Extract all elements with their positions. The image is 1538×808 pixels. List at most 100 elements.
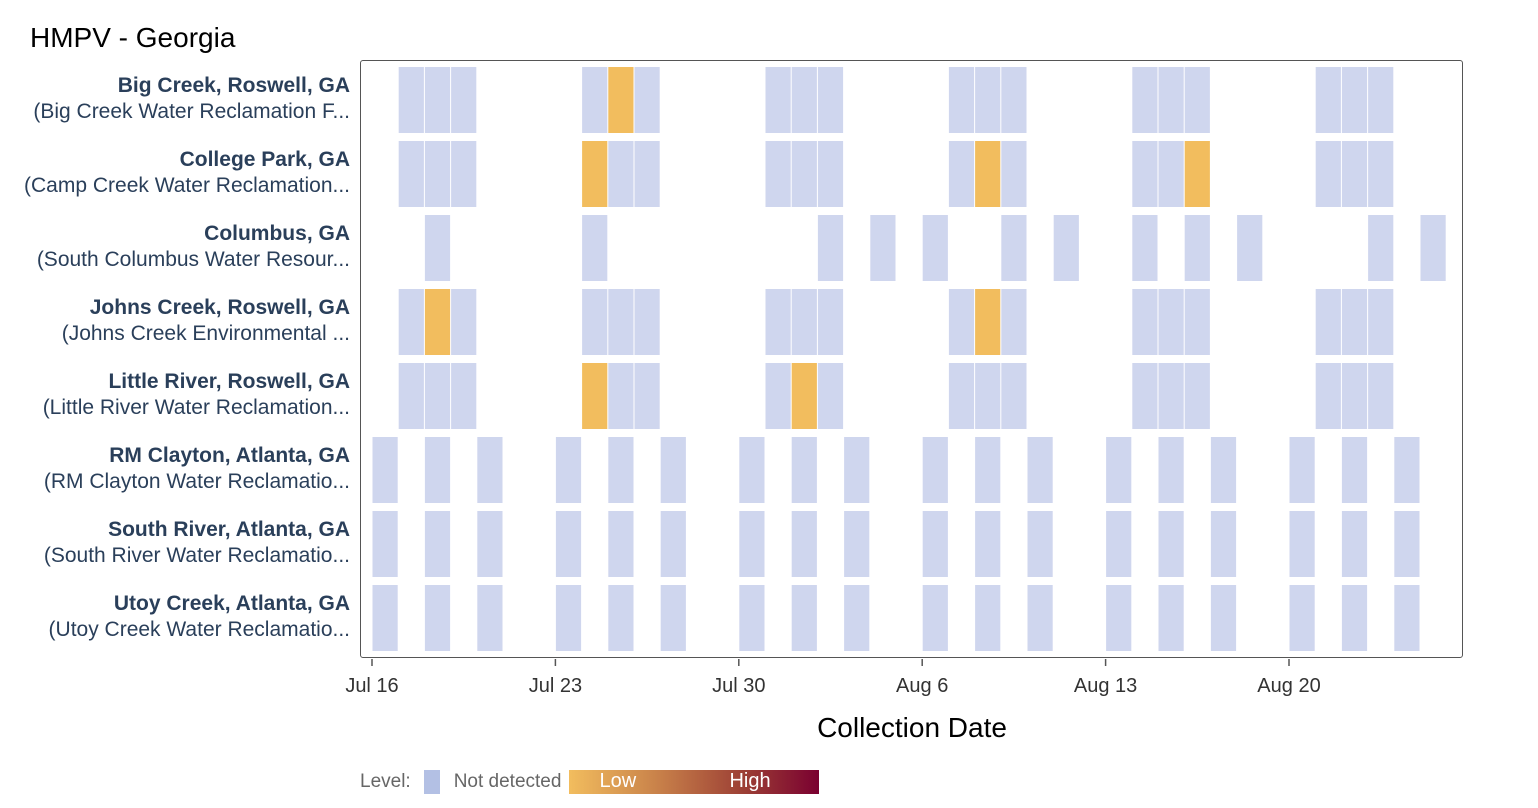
heatmap-cell — [791, 437, 817, 503]
heatmap-cell — [975, 141, 1001, 207]
heatmap-cell — [817, 141, 844, 207]
heatmap-cell — [1106, 511, 1132, 577]
heatmap-cell — [451, 67, 477, 133]
heatmap-cell — [634, 289, 660, 355]
heatmap-cell — [608, 585, 634, 651]
heatmap-cell — [1394, 585, 1420, 651]
chart-title: HMPV - Georgia — [30, 22, 236, 53]
heatmap-cell — [582, 215, 608, 281]
heatmap-cell — [1394, 437, 1420, 503]
site-name: South River, Atlanta, GA — [108, 518, 350, 541]
heatmap-cell — [608, 437, 634, 503]
heatmap-cell — [1132, 141, 1158, 207]
heatmap-cell — [844, 511, 870, 577]
x-tick-label: Jul 30 — [712, 675, 766, 697]
heatmap-cell — [1001, 289, 1027, 355]
facility-name: (Little River Water Reclamation... — [42, 396, 350, 419]
heatmap-cell — [1315, 67, 1341, 133]
heatmap-cell — [948, 67, 975, 133]
heatmap-cell — [1184, 141, 1210, 207]
facility-name: (Big Creek Water Reclamation F... — [33, 100, 350, 123]
heatmap-cell — [817, 289, 844, 355]
x-tick-label: Aug 6 — [896, 675, 949, 697]
heatmap-cell — [1001, 141, 1027, 207]
heatmap-cell — [1420, 215, 1446, 281]
heatmap-cell — [1210, 437, 1237, 503]
heatmap-cell — [608, 141, 634, 207]
heatmap-cell — [608, 289, 634, 355]
heatmap-cell — [1184, 67, 1210, 133]
heatmap-cell — [451, 289, 477, 355]
legend-not-detected-label: Not detected — [453, 771, 562, 792]
heatmap-cell — [424, 511, 451, 577]
heatmap-cell — [1368, 289, 1394, 355]
heatmap-cell — [424, 141, 451, 207]
site-name: Big Creek, Roswell, GA — [117, 74, 350, 97]
heatmap-cell — [1341, 585, 1368, 651]
heatmap-cell — [975, 289, 1001, 355]
facility-name: (Camp Creek Water Reclamation... — [24, 174, 350, 197]
site-name: College Park, GA — [179, 148, 350, 171]
heatmap-cell — [765, 67, 791, 133]
heatmap-cell — [1132, 363, 1158, 429]
heatmap-cell — [582, 289, 608, 355]
legend-not-detected-swatch — [423, 770, 440, 794]
heatmap-cell — [1341, 363, 1368, 429]
heatmap-cell — [844, 437, 870, 503]
heatmap-cell — [555, 585, 582, 651]
heatmap-cell — [1315, 363, 1341, 429]
heatmap-cell — [477, 585, 503, 651]
row-label: College Park, GA (Camp Creek Water Reclam… — [24, 147, 350, 199]
heatmap-cell — [1001, 363, 1027, 429]
x-tick-label: Aug 20 — [1257, 675, 1321, 697]
facility-name: (South Columbus Water Resour... — [36, 248, 350, 271]
heatmap-cell — [1158, 67, 1184, 133]
legend-color-scale: Low High — [569, 770, 820, 794]
heatmap-cell — [1289, 585, 1315, 651]
heatmap-cell — [1158, 289, 1184, 355]
heatmap-cell — [1053, 215, 1079, 281]
heatmap-cell — [1289, 437, 1315, 503]
heatmap-cell — [791, 67, 817, 133]
heatmap-cell — [634, 141, 660, 207]
heatmap-cell — [1394, 511, 1420, 577]
heatmap-cell — [1184, 363, 1210, 429]
row-label: South River, Atlanta, GA (South River Wat… — [44, 517, 350, 569]
heatmap-cell — [1315, 289, 1341, 355]
heatmap-cell — [739, 585, 765, 651]
plot-frame — [360, 60, 1463, 658]
heatmap-cell — [451, 363, 477, 429]
site-name: RM Clayton, Atlanta, GA — [109, 444, 350, 467]
row-label: Johns Creek, Roswell, GA (Johns Creek Env… — [62, 295, 350, 347]
heatmap-cell — [870, 215, 896, 281]
heatmap-cell — [451, 141, 477, 207]
heatmap-cell — [1027, 585, 1053, 651]
heatmap-cell — [817, 215, 844, 281]
heatmap-cell — [922, 437, 948, 503]
heatmap-cell — [1341, 437, 1368, 503]
heatmap-cell — [1158, 511, 1184, 577]
heatmap-cell — [739, 511, 765, 577]
heatmap-cell — [634, 363, 660, 429]
heatmap-cell — [477, 511, 503, 577]
heatmap-cell — [948, 141, 975, 207]
heatmap-cell — [791, 289, 817, 355]
heatmap-cell — [948, 363, 975, 429]
heatmap-cell — [1315, 141, 1341, 207]
legend-title: Level: — [360, 771, 411, 792]
heatmap-cell — [948, 289, 975, 355]
heatmap-cell — [660, 437, 686, 503]
heatmap-cell — [975, 363, 1001, 429]
heatmap-cell — [975, 511, 1001, 577]
heatmap-cell — [660, 585, 686, 651]
x-tick-label: Aug 13 — [1073, 675, 1138, 697]
legend-high-label: High — [729, 770, 771, 792]
heatmap-cell — [765, 363, 791, 429]
heatmap-cell — [1341, 67, 1368, 133]
heatmap-cell — [1001, 67, 1027, 133]
heatmap-cell — [660, 511, 686, 577]
heatmap-cell — [1158, 437, 1184, 503]
legend-low-label: Low — [599, 770, 637, 792]
heatmap-cell — [477, 437, 503, 503]
